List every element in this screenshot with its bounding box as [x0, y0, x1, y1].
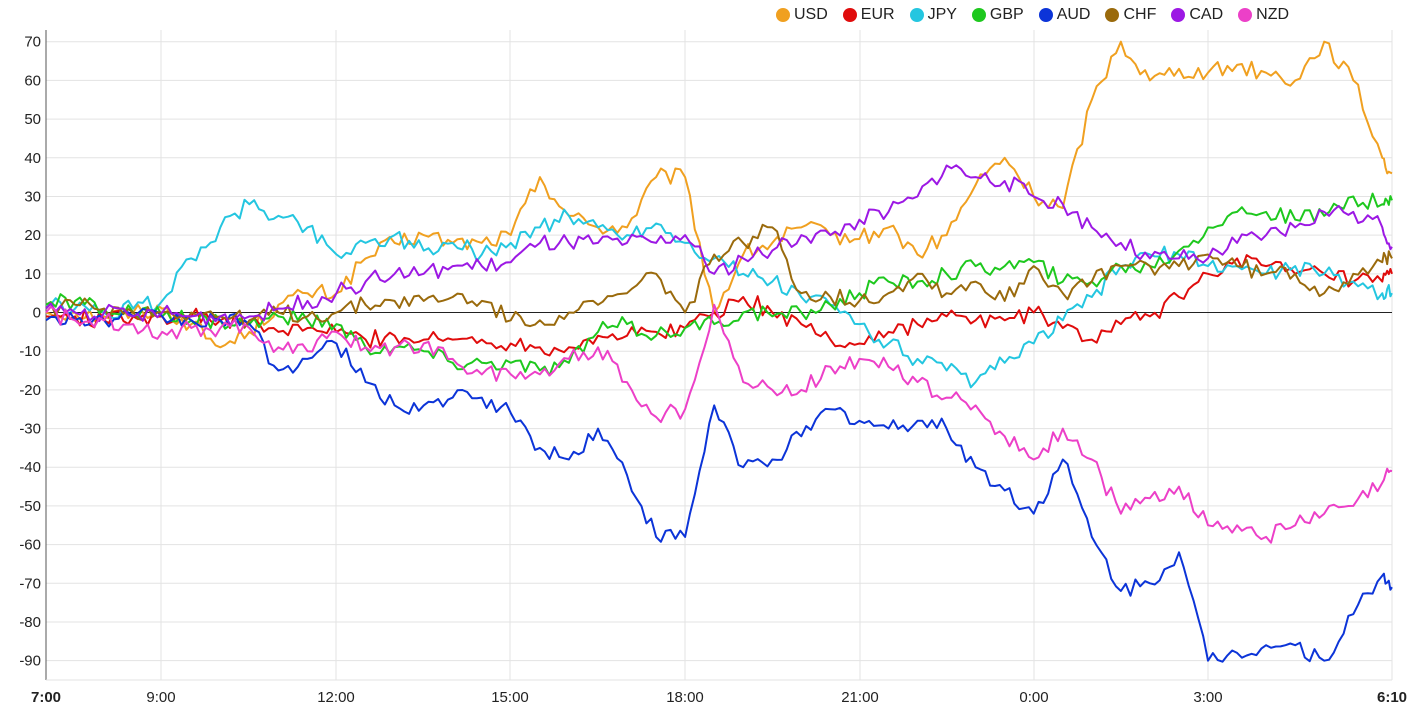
y-tick-label: -50: [19, 498, 41, 515]
y-tick-label: -20: [19, 382, 41, 399]
x-tick-label: 15:00: [491, 689, 529, 706]
y-tick-label: 10: [24, 266, 41, 283]
series-line-aud: [45, 308, 1393, 663]
series-line-gbp: [45, 192, 1393, 377]
legend-item-jpy[interactable]: JPY: [909, 6, 957, 24]
y-tick-label: -60: [19, 537, 41, 554]
y-tick-label: 30: [24, 188, 41, 205]
legend-label: AUD: [1056, 6, 1091, 23]
y-tick-label: -10: [19, 343, 41, 360]
y-tick-label: 60: [24, 72, 41, 89]
legend-item-cad[interactable]: CAD: [1171, 6, 1223, 24]
legend-swatch: [971, 8, 986, 22]
x-tick-label: 6:10: [1377, 689, 1407, 706]
series-line-usd: [45, 40, 1393, 349]
legend-label: NZD: [1256, 6, 1290, 23]
gridlines: [45, 30, 1393, 680]
y-tick-label: 70: [24, 34, 41, 51]
legend-label: CAD: [1189, 6, 1224, 23]
legend-item-chf[interactable]: CHF: [1105, 6, 1156, 24]
y-tick-label: 50: [24, 111, 41, 128]
legend-label: JPY: [927, 6, 957, 23]
y-tick-label: 0: [33, 305, 41, 322]
y-tick-label: 20: [24, 227, 41, 244]
x-tick-label: 7:00: [31, 689, 61, 706]
legend-label: USD: [794, 6, 828, 23]
series-line-eur: [45, 254, 1393, 357]
y-tick-label: 40: [24, 150, 41, 167]
y-tick-label: -80: [19, 614, 41, 631]
series-line-nzd: [45, 303, 1393, 544]
y-tick-label: -90: [19, 653, 41, 670]
legend-swatch: [1105, 8, 1120, 22]
legend-item-eur[interactable]: EUR: [842, 6, 895, 24]
y-tick-label: -30: [19, 421, 41, 438]
legend-item-gbp[interactable]: GBP: [971, 6, 1024, 24]
legend-item-aud[interactable]: AUD: [1038, 6, 1091, 24]
series-line-chf: [45, 223, 1393, 329]
series-line-jpy: [45, 198, 1393, 389]
y-tick-label: -70: [19, 575, 41, 592]
legend-swatch: [1171, 8, 1186, 22]
legend: USD EUR JPY GBP AUD CHF CAD NZD: [776, 4, 1289, 26]
legend-item-usd[interactable]: USD: [776, 6, 828, 24]
legend-swatch: [1038, 8, 1053, 22]
x-tick-label: 3:00: [1193, 689, 1222, 706]
legend-swatch: [909, 8, 924, 22]
series-line-cad: [45, 164, 1393, 326]
x-tick-label: 18:00: [666, 689, 704, 706]
legend-label: CHF: [1123, 6, 1157, 23]
x-tick-label: 21:00: [841, 689, 879, 706]
legend-label: GBP: [989, 6, 1024, 23]
legend-swatch: [842, 8, 857, 22]
legend-item-nzd[interactable]: NZD: [1238, 6, 1289, 24]
x-tick-label: 9:00: [146, 689, 175, 706]
x-tick-label: 0:00: [1019, 689, 1048, 706]
legend-label: EUR: [860, 6, 895, 23]
legend-swatch: [776, 8, 790, 22]
legend-swatch: [1238, 8, 1253, 22]
x-tick-label: 12:00: [317, 689, 355, 706]
y-tick-label: -40: [19, 459, 41, 476]
